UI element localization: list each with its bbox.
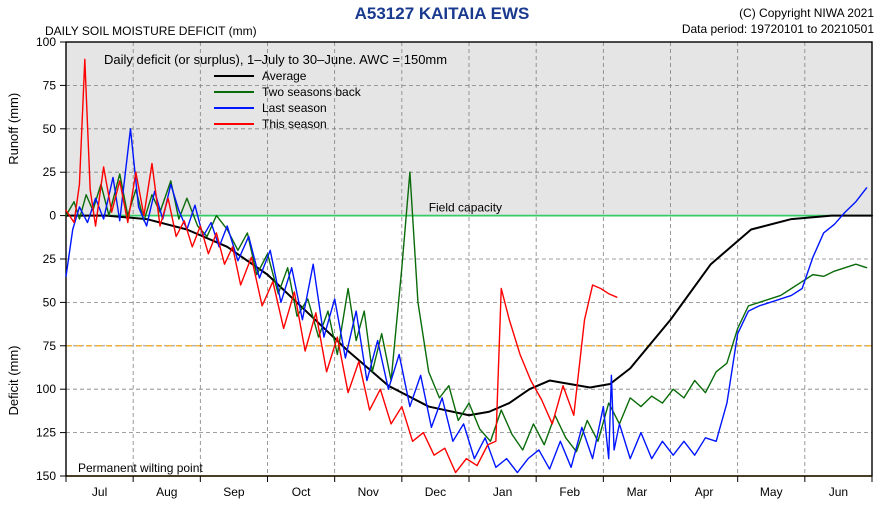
- svg-text:125: 125: [36, 426, 56, 440]
- chart-root: A53127 KAITAIA EWS DAILY SOIL MOISTURE D…: [0, 0, 884, 512]
- svg-text:Aug: Aug: [156, 485, 177, 499]
- svg-text:Average: Average: [262, 69, 307, 83]
- svg-text:25: 25: [43, 252, 57, 266]
- svg-text:50: 50: [43, 295, 57, 309]
- svg-text:Runoff (mm): Runoff (mm): [6, 93, 21, 165]
- svg-text:Permanent wilting point: Permanent wilting point: [78, 461, 203, 475]
- svg-text:50: 50: [43, 122, 57, 136]
- svg-text:Jul: Jul: [92, 485, 107, 499]
- svg-text:0: 0: [49, 209, 56, 223]
- data-period-text: Data period: 19720101 to 20210501: [682, 22, 874, 36]
- svg-text:75: 75: [43, 78, 57, 92]
- svg-text:Oct: Oct: [292, 485, 311, 499]
- svg-text:Jun: Jun: [829, 485, 848, 499]
- svg-text:150: 150: [36, 469, 56, 483]
- svg-text:100: 100: [36, 382, 56, 396]
- svg-text:Field capacity: Field capacity: [429, 201, 502, 215]
- svg-text:Deficit (mm): Deficit (mm): [6, 345, 21, 415]
- svg-text:This season: This season: [262, 117, 327, 131]
- svg-text:Last season: Last season: [262, 101, 327, 115]
- chart-subtitle-left: DAILY SOIL MOISTURE DEFICIT (mm): [45, 24, 257, 38]
- copyright-text: (C) Copyright NIWA 2021: [739, 6, 874, 20]
- svg-text:Mar: Mar: [627, 485, 648, 499]
- svg-text:25: 25: [43, 165, 57, 179]
- svg-text:May: May: [760, 485, 783, 499]
- chart-svg: Jul Aug Sep Oct Nov Dec Jan Feb Mar Apr May Jun 0 25 5…: [0, 0, 884, 512]
- svg-text:75: 75: [43, 339, 57, 353]
- svg-text:Feb: Feb: [559, 485, 580, 499]
- svg-text:Jan: Jan: [493, 485, 512, 499]
- svg-text:Daily deficit (or surplus), 1–: Daily deficit (or surplus), 1–July to 30…: [104, 52, 447, 67]
- svg-text:Two seasons back: Two seasons back: [262, 85, 362, 99]
- svg-text:Sep: Sep: [223, 485, 245, 499]
- svg-text:Apr: Apr: [695, 485, 714, 499]
- svg-text:Nov: Nov: [358, 485, 379, 499]
- svg-text:Dec: Dec: [425, 485, 446, 499]
